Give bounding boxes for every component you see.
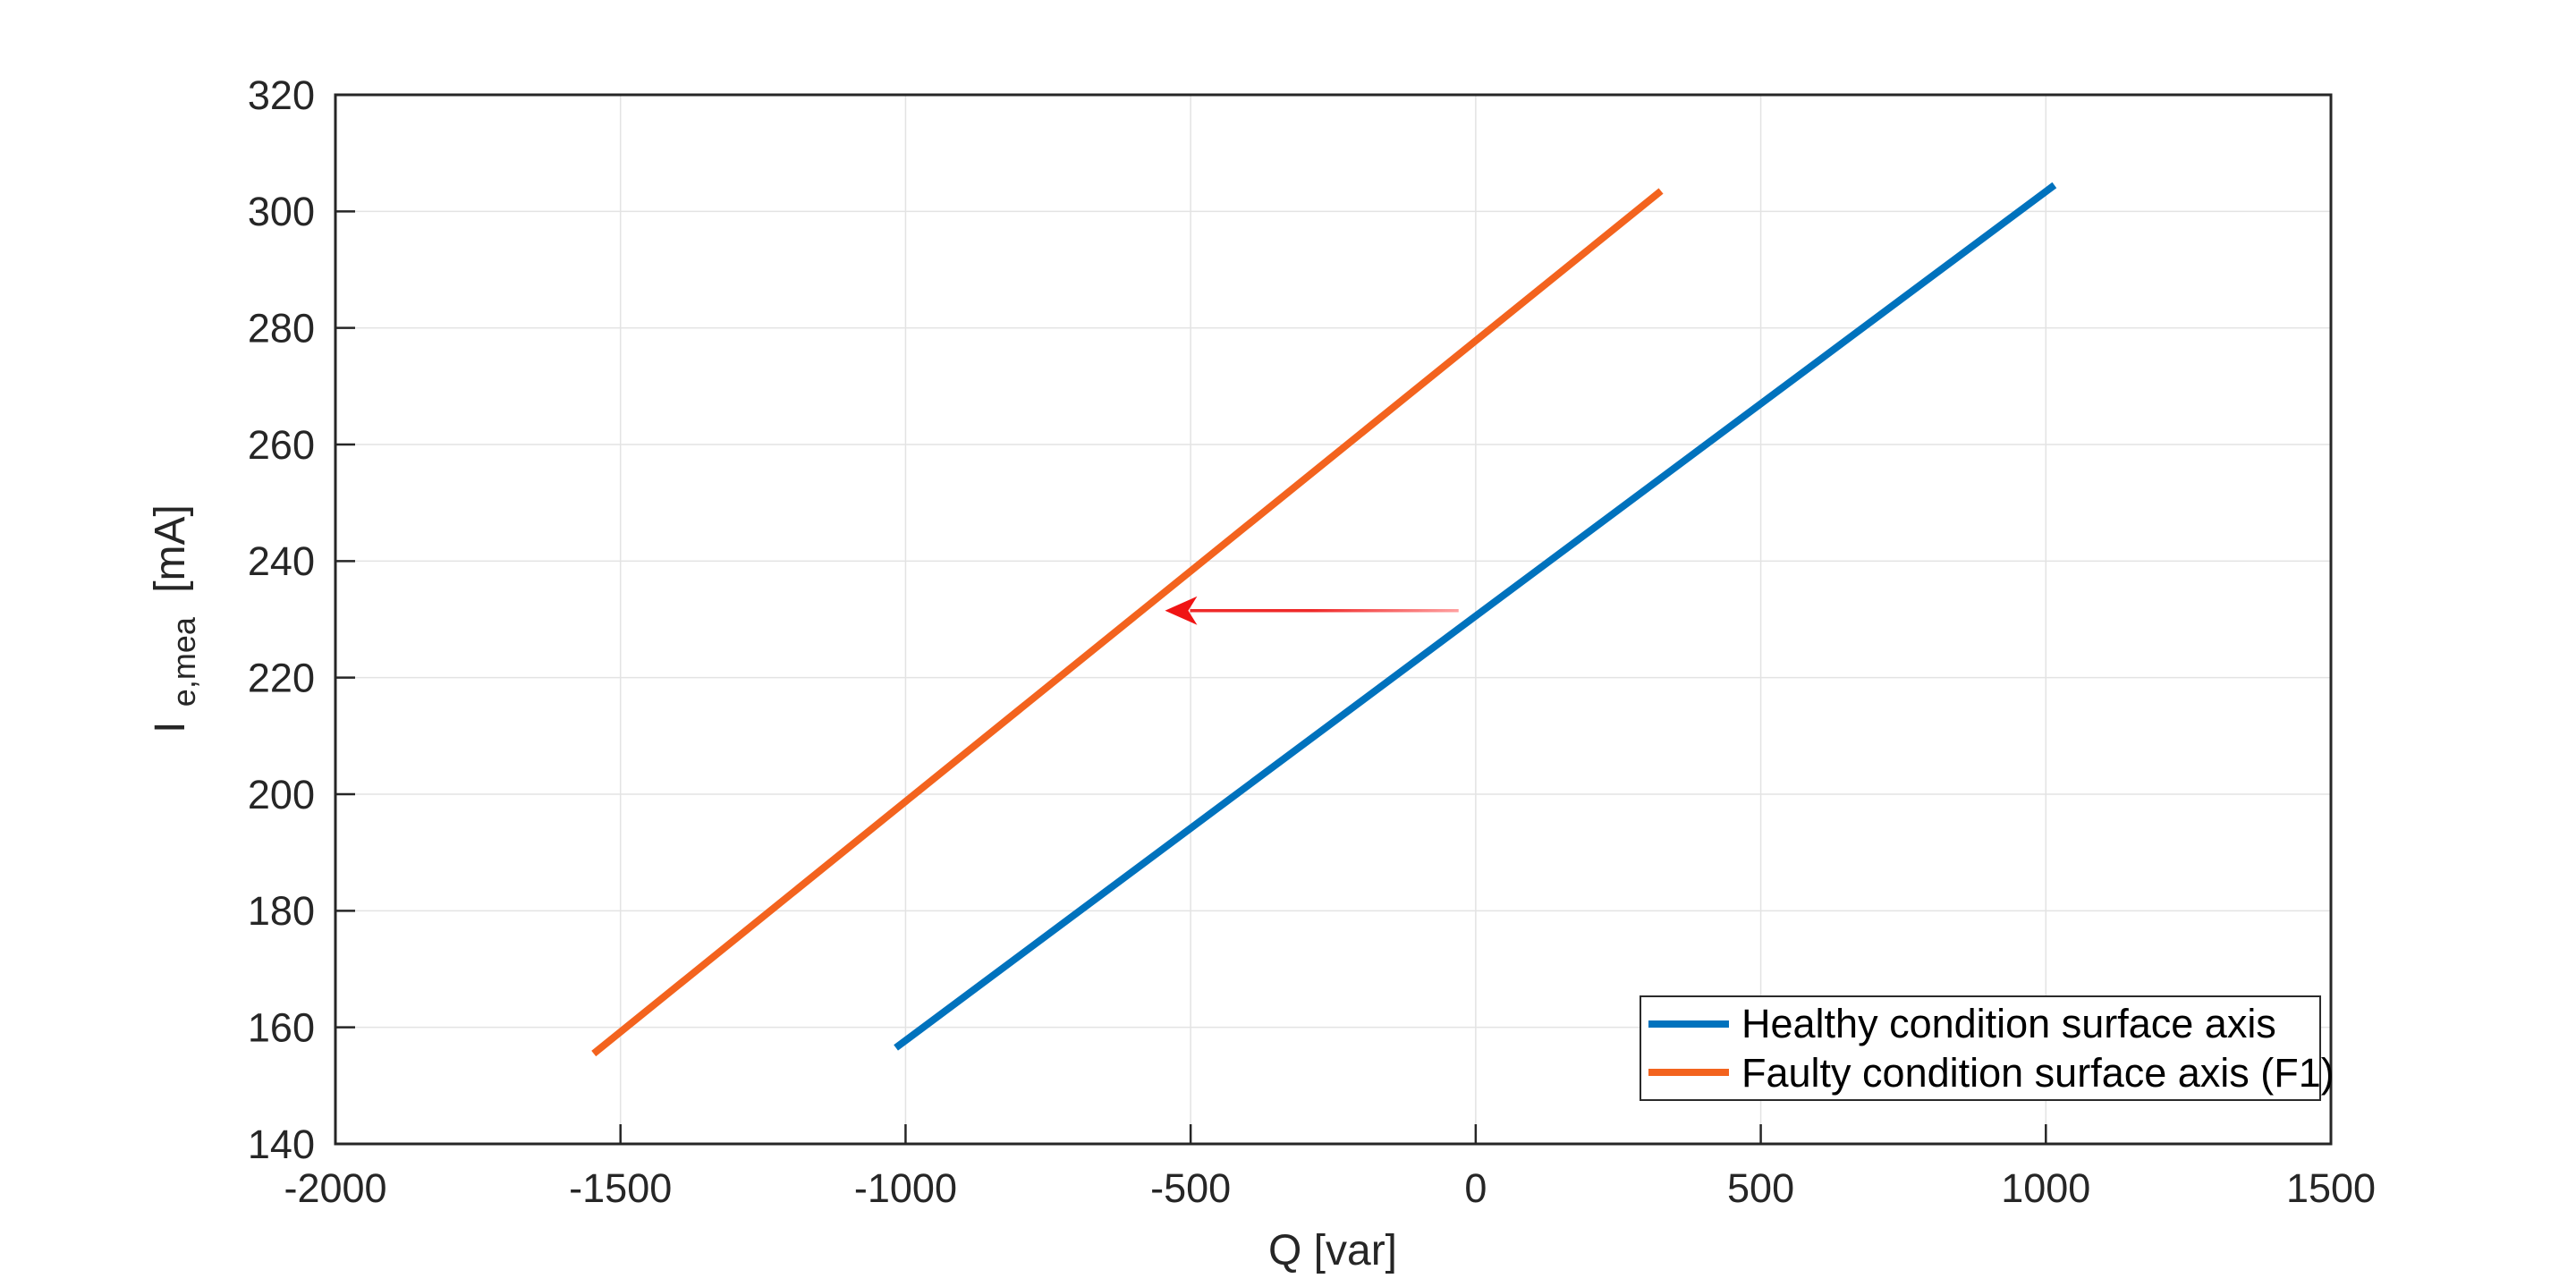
x-axis-label: Q [var] <box>1268 1227 1397 1274</box>
x-tick-label: -500 <box>1150 1165 1231 1211</box>
x-tick-label: -2000 <box>284 1165 386 1211</box>
x-tick-label: 1000 <box>2001 1165 2090 1211</box>
legend-swatch-faulty <box>1648 1069 1729 1077</box>
legend-swatch-healthy <box>1648 1020 1729 1028</box>
x-tick-label: 0 <box>1464 1165 1487 1211</box>
y-tick-label: 300 <box>248 189 315 234</box>
y-tick-label: 180 <box>248 888 315 934</box>
x-tick-label: 1500 <box>2286 1165 2376 1211</box>
x-tick-label: -1000 <box>854 1165 957 1211</box>
legend-box: Healthy condition surface axis Faulty co… <box>1640 995 2334 1101</box>
y-tick-label: 260 <box>248 422 315 468</box>
series-layer <box>591 182 2057 1057</box>
y-axis-label-base: I <box>147 722 194 733</box>
series-line-1 <box>591 188 1664 1057</box>
y-tick-label: 140 <box>248 1122 315 1167</box>
legend-item-healthy: Healthy condition surface axis <box>1641 1002 2319 1046</box>
axes-box <box>334 93 2333 1146</box>
legend-label-healthy: Healthy condition surface axis <box>1741 1001 2276 1046</box>
y-tick-label: 320 <box>248 72 315 118</box>
y-tick-label: 200 <box>248 772 315 817</box>
y-axis-label-unit: [mA] <box>147 504 194 593</box>
tick-label-layer: -2000 -1500 -1000 -500 0 500 1000 1500 140 160 180… <box>248 72 2376 1211</box>
series-line-0 <box>894 182 2057 1051</box>
y-tick-label: 240 <box>248 538 315 584</box>
legend-label-faulty: Faulty condition surface axis (F1) <box>1741 1049 2334 1096</box>
y-axis-label: I e,mea [mA] <box>147 504 205 733</box>
y-tick-label: 160 <box>248 1004 315 1050</box>
legend-item-faulty: Faulty condition surface axis (F1) <box>1641 1050 2334 1096</box>
y-tick-label: 220 <box>248 655 315 700</box>
tick-layer <box>334 93 2333 1146</box>
grid-layer <box>335 94 2332 1145</box>
x-tick-label: -1500 <box>569 1165 672 1211</box>
y-tick-label: 280 <box>248 305 315 351</box>
x-tick-label: 500 <box>1727 1165 1794 1211</box>
y-axis-label-subscript: e,mea <box>165 616 202 707</box>
annotation-layer <box>1165 596 1459 625</box>
arrow-head <box>1165 596 1198 625</box>
